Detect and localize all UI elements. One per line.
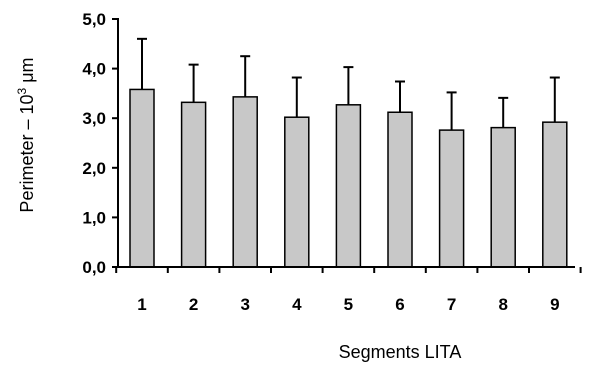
y-tick-label: 3,0 xyxy=(82,109,106,128)
x-tick-label: 3 xyxy=(240,295,249,314)
x-axis-title: Segments LITA xyxy=(339,342,462,362)
y-axis-title-superscript: 3 xyxy=(15,88,29,95)
y-axis-title-unit: μm xyxy=(17,57,37,87)
bar-3 xyxy=(232,96,258,268)
bar-1 xyxy=(129,88,155,268)
bars-group xyxy=(129,37,568,268)
y-axis-title-main: Perimeter – 10 xyxy=(17,95,37,213)
y-tick-label: 1,0 xyxy=(82,208,106,227)
x-tick-label: 1 xyxy=(137,295,146,314)
bar-4 xyxy=(284,116,310,268)
bar-6 xyxy=(387,111,413,268)
x-tick-label: 7 xyxy=(447,295,456,314)
y-axis-ticks: 0,0 1,0 2,0 3,0 4,0 5,0 xyxy=(82,10,118,277)
bar-5 xyxy=(335,104,362,268)
x-tick-label: 5 xyxy=(344,295,353,314)
x-axis-ticks: 1 2 3 4 5 6 7 8 9 xyxy=(115,267,582,314)
bar-9 xyxy=(542,121,568,268)
bar-7 xyxy=(438,129,465,268)
bar-2 xyxy=(180,101,207,268)
y-tick-label: 5,0 xyxy=(82,10,106,29)
x-tick-label: 9 xyxy=(550,295,559,314)
y-tick-label: 0,0 xyxy=(82,258,106,277)
x-tick-label: 4 xyxy=(292,295,302,314)
x-tick-label: 8 xyxy=(498,295,507,314)
x-tick-label: 2 xyxy=(189,295,198,314)
y-tick-label: 2,0 xyxy=(82,159,106,178)
bar-8 xyxy=(490,126,516,268)
y-tick-label: 4,0 xyxy=(82,60,106,79)
y-axis-title: Perimeter – 103 μm xyxy=(15,57,37,212)
x-tick-label: 6 xyxy=(395,295,404,314)
